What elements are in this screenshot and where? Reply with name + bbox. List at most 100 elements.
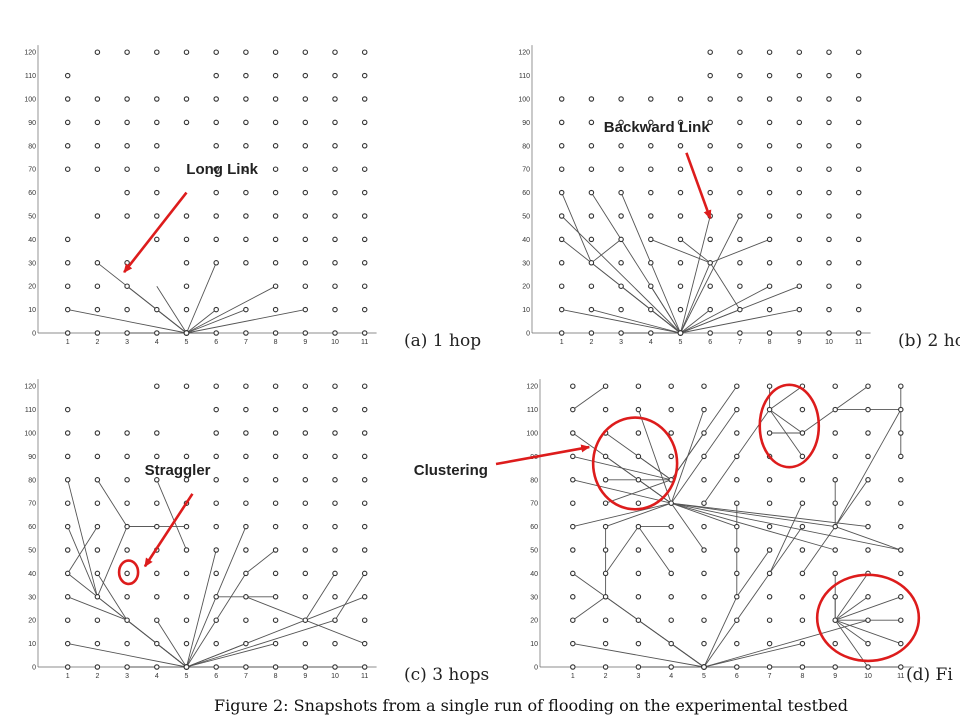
sensor-node (766, 72, 773, 79)
sensor-node (855, 306, 862, 313)
sensor-node (332, 260, 338, 266)
x-tick-label: 11 (361, 673, 368, 680)
sensor-node (94, 49, 101, 55)
x-tick-label: 8 (768, 339, 772, 346)
sensor-node (302, 430, 309, 436)
sensor-node (865, 453, 871, 460)
sensor-node (183, 640, 190, 647)
sensor-node (701, 594, 707, 600)
y-tick-label: 10 (28, 307, 36, 314)
sensor-node (618, 260, 624, 266)
sensor-node (64, 570, 71, 577)
y-tick-label: 20 (530, 618, 538, 625)
sensor-node (302, 189, 309, 196)
sensor-node (668, 594, 674, 600)
sensor-node (332, 236, 338, 243)
x-tick-label: 4 (155, 673, 159, 680)
link-edge (156, 619, 187, 668)
sensor-node (94, 430, 101, 436)
sensor-node (832, 547, 838, 553)
y-tick-label: 30 (28, 260, 36, 267)
sensor-node (361, 283, 368, 289)
sensor-node (124, 213, 130, 219)
link-edge (572, 502, 672, 528)
sensor-node (332, 547, 338, 553)
y-tick-label: 30 (522, 260, 530, 267)
sensor-node (213, 143, 219, 149)
sensor-node (707, 119, 713, 126)
link-edge (710, 238, 770, 264)
sensor-node (707, 72, 713, 79)
x-tick-label: 9 (833, 673, 837, 680)
y-tick-label: 120 (24, 50, 36, 57)
sensor-node (602, 500, 609, 506)
link-edge (97, 479, 128, 527)
sensor-node (272, 383, 279, 389)
sensor-node (64, 166, 71, 172)
sensor-node (865, 383, 871, 389)
sensor-node (213, 96, 219, 102)
sensor-node (183, 119, 190, 126)
link-edge (186, 596, 217, 668)
link-edge (97, 573, 128, 621)
y-tick-label: 40 (28, 237, 36, 244)
sensor-node (570, 617, 576, 623)
x-tick-label: 11 (361, 339, 368, 346)
sensor-node (796, 189, 803, 196)
x-tick-label: 4 (155, 339, 159, 346)
sensor-node (648, 260, 654, 266)
sensor-node (64, 640, 71, 647)
sensor-node (154, 143, 160, 149)
sensor-node (701, 453, 707, 460)
source-node (183, 663, 190, 670)
link-edge (671, 502, 836, 528)
sensor-node (213, 72, 219, 79)
sensor-node (302, 664, 309, 670)
sensor-node (94, 330, 101, 336)
y-tick-label: 20 (28, 618, 36, 625)
sensor-node (154, 523, 160, 530)
sensor-node (855, 236, 862, 243)
sensor-node (648, 213, 654, 219)
sensor-node (94, 640, 101, 647)
sensor-node (766, 143, 773, 149)
sensor-node (766, 547, 773, 553)
sensor-node (766, 213, 773, 219)
sensor-node (707, 236, 713, 243)
sensor-node (865, 594, 871, 600)
sensor-node (799, 453, 806, 460)
sensor-node (361, 570, 368, 577)
sensor-node (734, 617, 740, 623)
sensor-node (707, 330, 713, 336)
sensor-node (766, 166, 773, 172)
sensor-node (570, 664, 576, 670)
sensor-node (766, 640, 773, 647)
sensor-node (832, 594, 838, 600)
sensor-node (570, 453, 576, 460)
panel-c-3-hops: 1 2 3 4 5 6 7 8 9 10 11010203040506070809010011012… (24, 379, 489, 685)
sensor-node (799, 617, 806, 623)
sensor-node (796, 283, 803, 289)
sensor-node (302, 143, 309, 149)
sensor-node (737, 283, 743, 289)
sensor-node (124, 283, 130, 289)
sensor-node (648, 236, 654, 243)
sensor-node (766, 236, 773, 243)
y-tick-label: 120 (526, 384, 538, 391)
figure-caption: Figure 2: Snapshots from a single run of… (214, 696, 848, 715)
sensor-node (796, 72, 803, 79)
sensor-node (243, 96, 249, 102)
sensor-node (766, 383, 773, 389)
sensor-node (361, 96, 368, 102)
panel-b-2-hops: 1 2 3 4 5 6 7 8 9 10 11010203040506070809010011012… (518, 45, 960, 351)
sensor-node (570, 640, 576, 647)
sensor-node (64, 594, 71, 600)
x-tick-label: 6 (735, 673, 739, 680)
sensor-node (648, 96, 654, 102)
sensor-node (618, 283, 624, 289)
link-edge (834, 619, 869, 668)
sensor-node (635, 477, 642, 483)
y-tick-label: 40 (530, 571, 538, 578)
sensor-node (635, 617, 642, 623)
sensor-node (588, 213, 595, 219)
